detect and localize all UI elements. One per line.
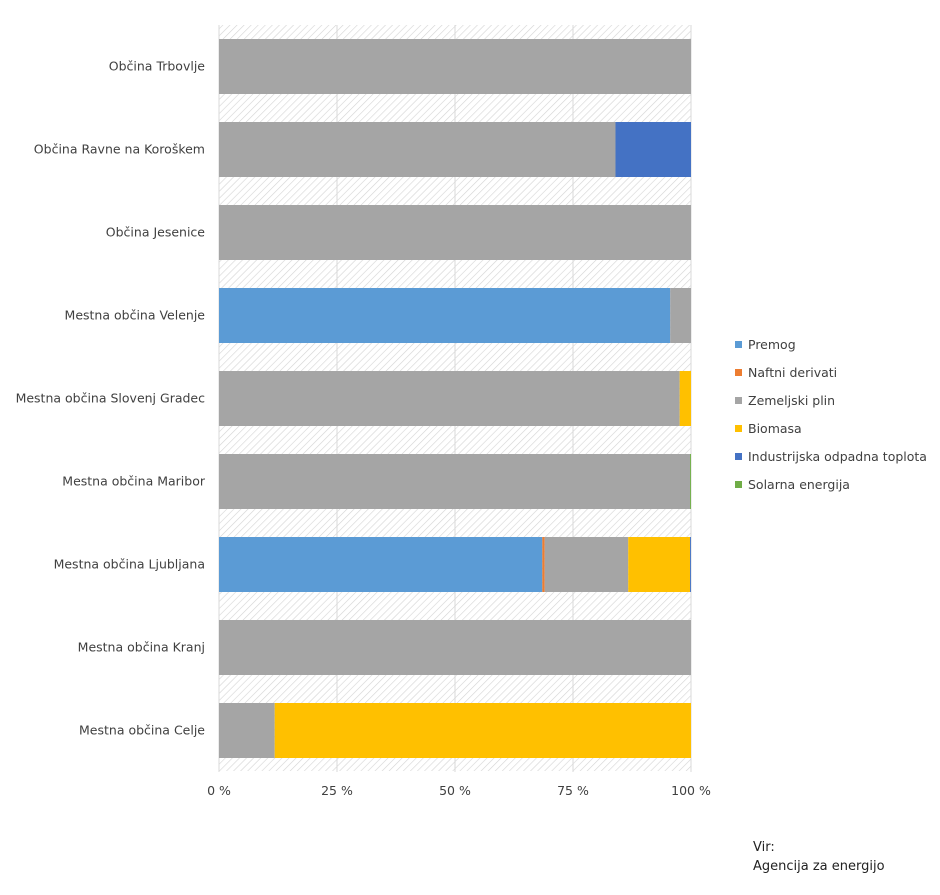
x-tick-label: 0 % [207,783,231,798]
category-label: Občina Ravne na Koroškem [34,142,205,157]
legend-item: Naftni derivati [735,358,927,386]
bar-segment [690,537,691,592]
legend-label: Naftni derivati [748,364,838,380]
bar-segment [219,371,680,426]
bar-segment [219,537,543,592]
bar-segment [274,703,691,758]
category-label: Mestna občina Ljubljana [54,557,205,572]
legend-swatch [735,452,742,460]
legend-label: Premog [748,336,796,352]
source-label: Vir: [753,840,775,855]
bar-segment [628,537,691,592]
legend-swatch [735,396,742,404]
legend-item: Zemeljski plin [735,386,927,414]
category-label: Mestna občina Velenje [65,308,206,323]
category-label: Občina Jesenice [106,225,206,240]
category-labels: Občina Trbovlje Občina Ravne na Koroškem O… [16,59,206,738]
legend-item: Solarna energija [735,470,927,498]
legend-swatch [735,424,742,432]
category-label: Mestna občina Maribor [62,474,206,489]
bar-segment [670,288,691,343]
category-label: Mestna občina Kranj [78,640,205,655]
bar-segment [615,122,691,177]
bar-segment [219,454,691,509]
bar-segment [542,537,545,592]
legend-swatch [735,368,742,376]
legend-item: Industrijska odpadna toplota [735,442,927,470]
category-label: Občina Trbovlje [109,59,206,74]
category-label: Mestna občina Celje [79,723,205,738]
bar-segment [544,537,629,592]
category-label: Mestna občina Slovenj Gradec [16,391,206,406]
legend-swatch [735,340,742,348]
bar-segment [219,122,616,177]
bar-segment [219,205,691,260]
x-tick-label: 25 % [321,783,353,798]
bar-segment [679,371,691,426]
legend: Premog Naftni derivati Zemeljski plin Bioma… [735,330,927,498]
x-tick-label: 100 % [671,783,711,798]
x-axis-tick-labels: 0 % 25 % 50 % 75 % 100 % [207,783,711,798]
legend-label: Zemeljski plin [748,392,836,408]
source-name: Agencija za energijo [753,859,885,874]
bars [219,39,691,758]
legend-item: Biomasa [735,414,927,442]
bar-segment [219,39,691,94]
x-tick-label: 50 % [439,783,471,798]
legend-swatch [735,480,742,488]
legend-item: Premog [735,330,927,358]
bar-segment [219,703,275,758]
legend-label: Industrijska odpadna toplota [748,448,927,464]
legend-label: Solarna energija [748,476,850,492]
legend-label: Biomasa [748,420,802,436]
source-note: Vir: Agencija za energijo [753,838,885,876]
bar-segment [219,288,671,343]
x-tick-label: 75 % [557,783,589,798]
bar-segment [690,454,691,509]
bar-segment [219,620,691,675]
